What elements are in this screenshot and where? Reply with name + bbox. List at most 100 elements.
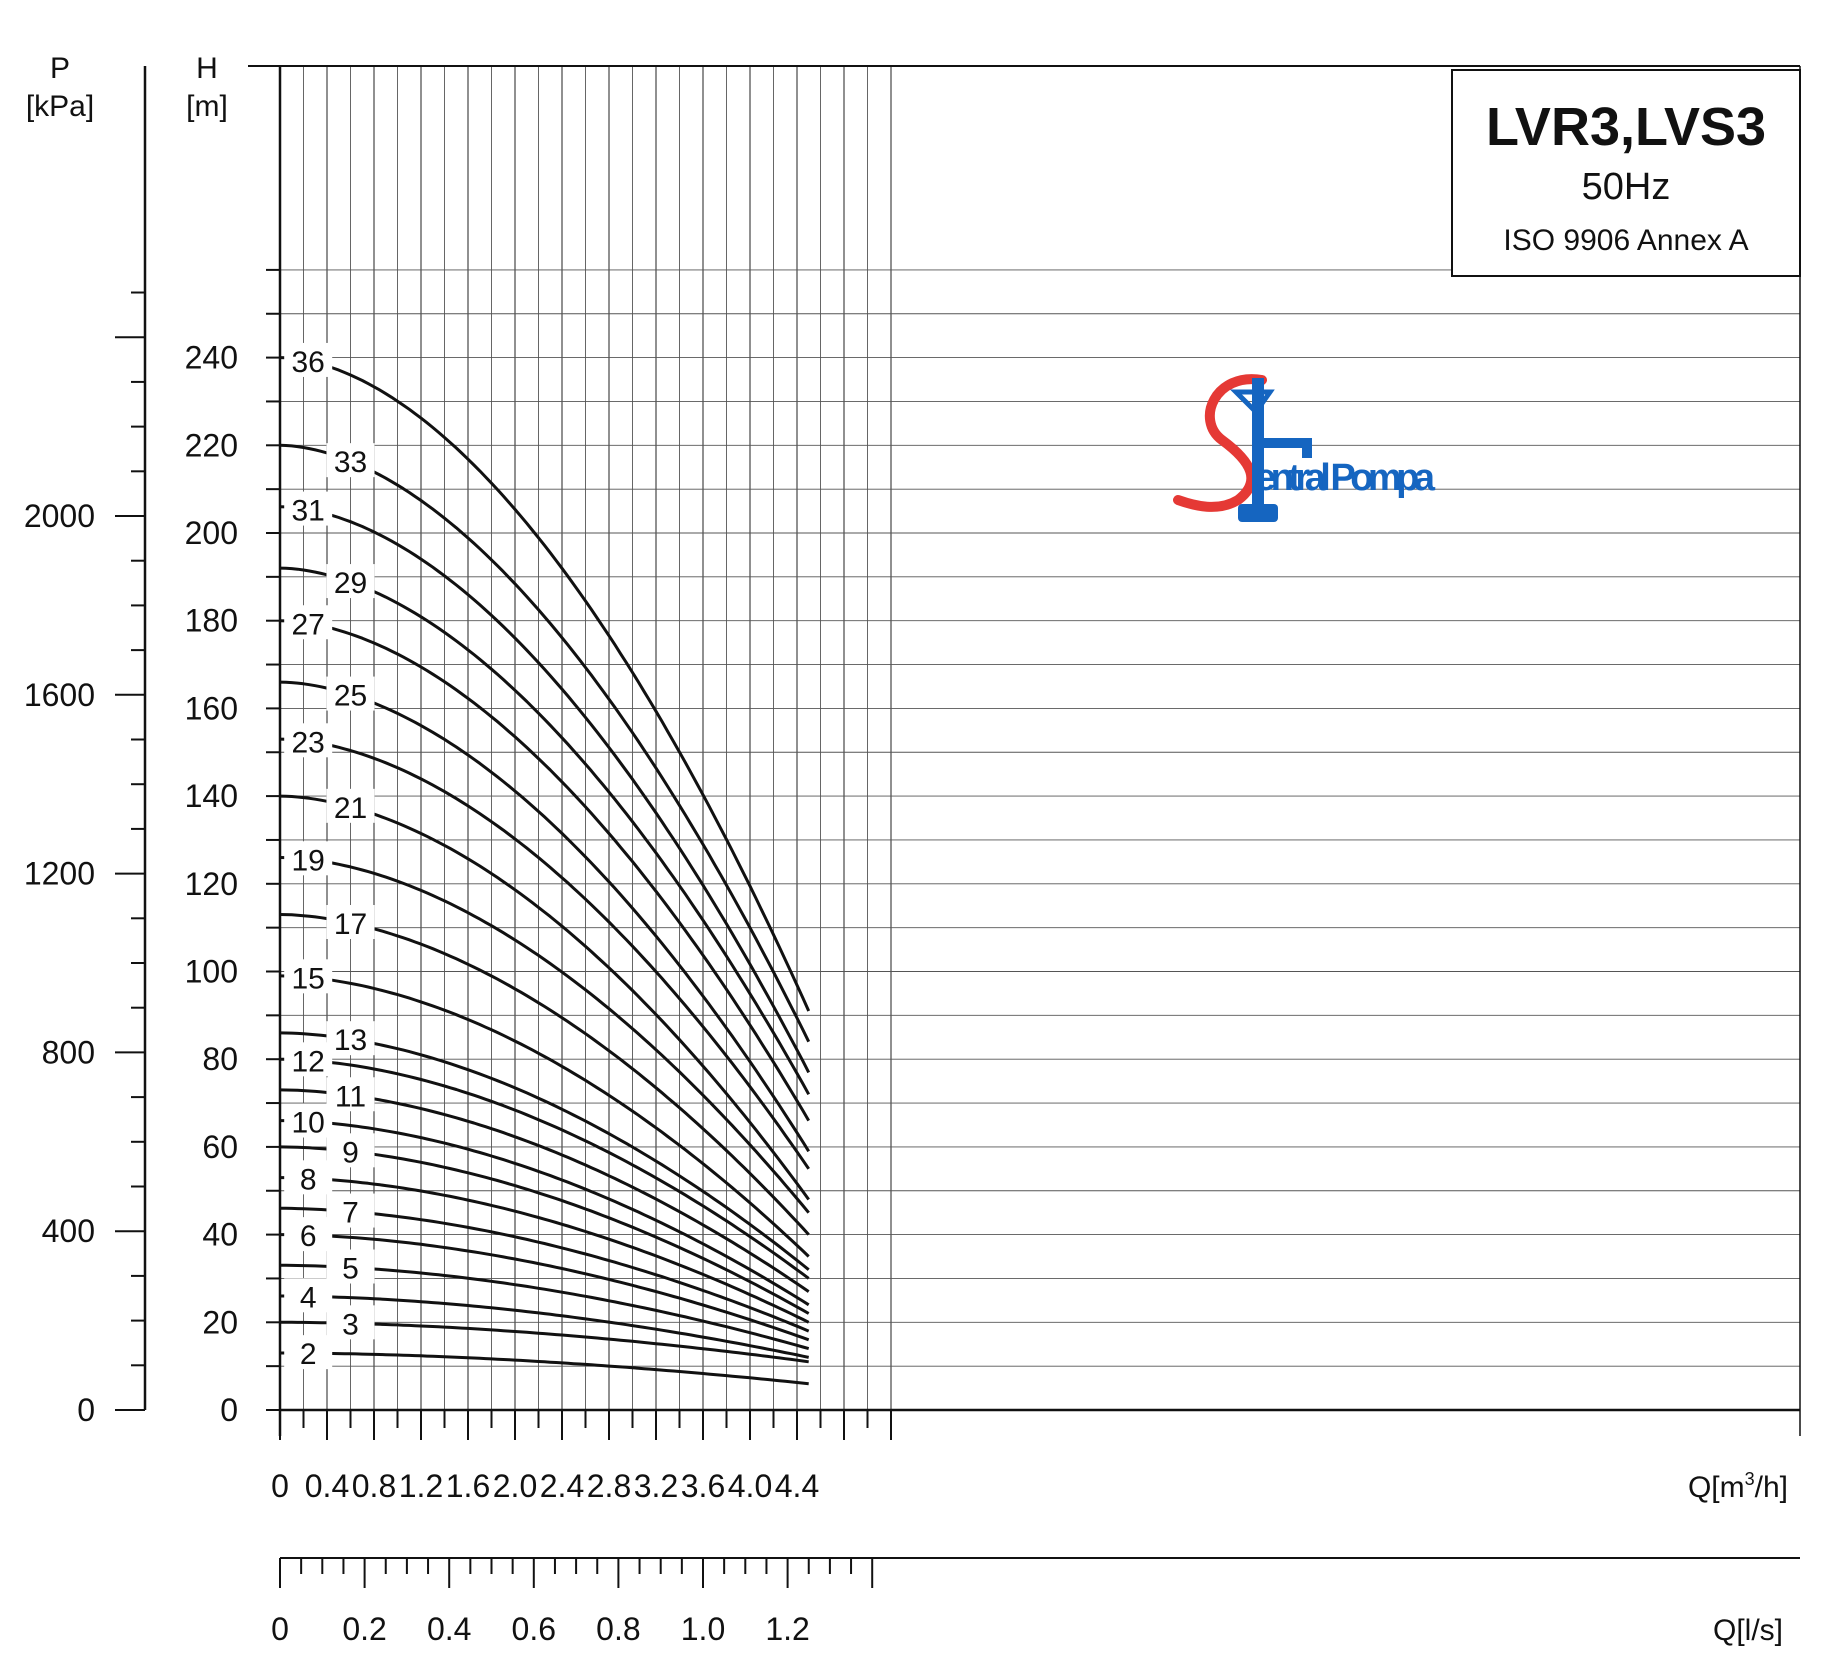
x-tick-label: 0.4 <box>305 1468 349 1504</box>
x2-tick-label: 0.4 <box>427 1611 471 1647</box>
curve-2 <box>280 1351 809 1386</box>
x2-tick-label: 1.2 <box>765 1611 809 1647</box>
curve-label-bg <box>284 342 333 377</box>
p-tick-label: 800 <box>42 1034 95 1070</box>
curve-label-4: 4 <box>300 1281 317 1314</box>
curve-label-bg <box>284 1278 333 1313</box>
x-tick-label: 3.6 <box>681 1468 725 1504</box>
x-tick-label: 0 <box>271 1468 289 1504</box>
curve-27 <box>279 619 810 1122</box>
curve-label-27: 27 <box>292 608 325 641</box>
curve-31 <box>279 505 811 1074</box>
x-tick-label: 4.4 <box>775 1468 819 1504</box>
curve-label-bg <box>284 1217 333 1252</box>
x2-axis-title: Q[l/s] <box>1713 1614 1783 1647</box>
curve-label-2: 2 <box>300 1338 317 1371</box>
curve-label-bg <box>326 788 375 823</box>
curve-label-21: 21 <box>334 792 367 825</box>
p-tick-label: 400 <box>42 1213 95 1249</box>
curve-label-bg <box>284 1103 333 1138</box>
y-tick-label: 60 <box>202 1129 238 1165</box>
curve-label-23: 23 <box>292 726 325 759</box>
curve-36 <box>279 356 811 1012</box>
curve-label-36: 36 <box>292 346 325 379</box>
x-tick-label: 1.2 <box>399 1468 443 1504</box>
curve-label-bg <box>326 1021 375 1056</box>
title-box: LVR3,LVS3 50Hz ISO 9906 Annex A <box>1451 69 1801 277</box>
curve-label-12: 12 <box>292 1045 325 1078</box>
chart-standard: ISO 9906 Annex A <box>1503 224 1748 257</box>
curve-12 <box>279 1057 810 1280</box>
x2-tick-label: 0 <box>271 1611 289 1647</box>
y-tick-label: 140 <box>185 778 238 814</box>
p-tick-label: 1200 <box>24 856 95 892</box>
curve-label-bg <box>284 1042 333 1077</box>
y-tick-label: 200 <box>185 515 238 551</box>
chart-subtitle: 50Hz <box>1582 166 1671 208</box>
pump-icon <box>1229 378 1312 522</box>
p-tick-label: 1600 <box>24 677 95 713</box>
curve-6 <box>280 1233 810 1342</box>
x2-tick-label: 0.8 <box>596 1611 640 1647</box>
watermark-logo: entral Pompa <box>1173 374 1436 522</box>
curve-label-bg <box>326 1077 375 1112</box>
curve-label-10: 10 <box>292 1107 325 1140</box>
axes: 0 0.4 0.8 1.2 1.6 2.0 2.4 2.8 3.2 3.6 4.0 4.4 Q[m3/h… <box>24 52 1801 1647</box>
curve-label-13: 13 <box>334 1024 367 1057</box>
x-tick-label: 0.8 <box>352 1468 396 1504</box>
curve-33 <box>279 443 811 1043</box>
p-axis-unit: [kPa] <box>26 90 94 123</box>
x-axis-title: Q[m3/h] <box>1688 1469 1788 1504</box>
curve-label-bg <box>326 1133 375 1168</box>
x-tick-label: 3.2 <box>634 1468 678 1504</box>
series <box>279 356 811 1386</box>
curve-label-11: 11 <box>335 1080 366 1113</box>
x-tick-label: 4.0 <box>728 1468 772 1504</box>
y-tick-label: 40 <box>202 1217 238 1253</box>
x-tick-label: 1.6 <box>446 1468 490 1504</box>
x2-tick-label: 1.0 <box>681 1611 725 1647</box>
curve-label-29: 29 <box>334 567 367 600</box>
y-tick-label: 80 <box>202 1041 238 1077</box>
curve-label-bg <box>326 905 375 940</box>
y-tick-label: 0 <box>220 1392 238 1428</box>
curve-10 <box>280 1119 810 1307</box>
curve-label-bg <box>326 564 375 599</box>
y-tick-label: 100 <box>185 954 238 990</box>
y-tick-label: 240 <box>185 340 238 376</box>
curve-label-15: 15 <box>292 962 325 995</box>
curve-label-bg <box>326 1305 375 1340</box>
x-tick-label: 2.0 <box>493 1468 537 1504</box>
curve-4 <box>280 1294 810 1359</box>
curve-label-3: 3 <box>342 1308 359 1341</box>
p-tick-label: 2000 <box>24 498 95 534</box>
curve-8 <box>280 1176 810 1324</box>
curve-15 <box>279 974 810 1258</box>
logo-text: entral Pompa <box>1255 457 1436 499</box>
curve-label-33: 33 <box>334 446 367 479</box>
p-tick-label: 0 <box>77 1392 95 1428</box>
y-axis-title: H <box>196 52 218 85</box>
curve-label-9: 9 <box>342 1136 359 1169</box>
y-axis-unit: [m] <box>186 90 228 123</box>
curve-label-bg <box>326 676 375 711</box>
curve-label-17: 17 <box>334 908 367 941</box>
y-tick-label: 220 <box>185 427 238 463</box>
curve-label-bg <box>284 491 333 526</box>
p-axis-title: P <box>50 52 70 85</box>
y-tick-label: 180 <box>185 603 238 639</box>
curve-label-bg <box>326 1249 375 1284</box>
curve-label-7: 7 <box>342 1197 359 1230</box>
y-tick-label: 160 <box>185 690 238 726</box>
curve-label-bg <box>326 1193 375 1228</box>
chart-title: LVR3,LVS3 <box>1486 97 1766 157</box>
curve-label-bg <box>284 605 333 640</box>
x-tick-label: 2.4 <box>540 1468 584 1504</box>
curve-19 <box>279 856 810 1214</box>
y-tick-label: 20 <box>202 1304 238 1340</box>
curve-label-25: 25 <box>334 680 367 713</box>
logo-s-shape <box>1173 374 1267 512</box>
